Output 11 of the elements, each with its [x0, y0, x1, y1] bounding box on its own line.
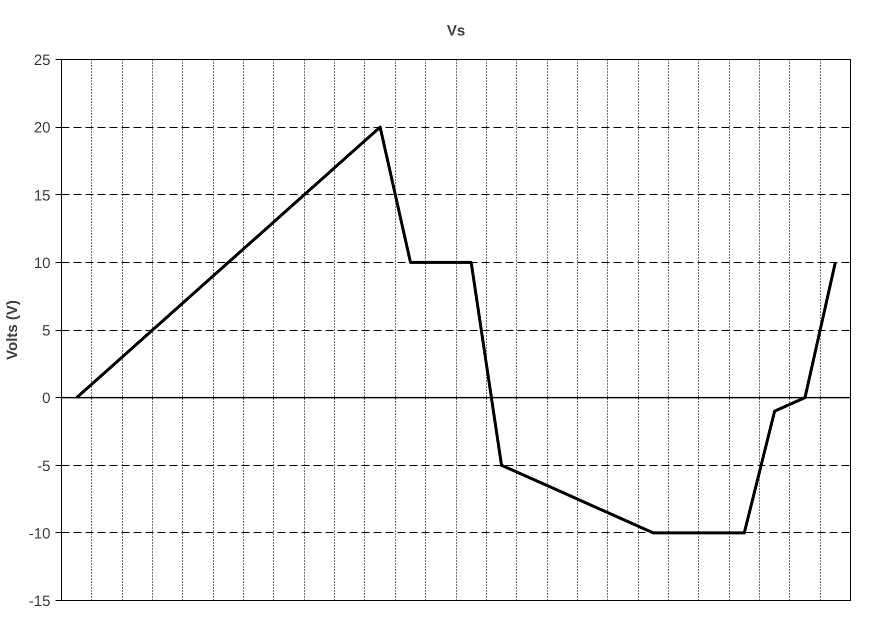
y-tick-label: -15: [28, 593, 51, 610]
y-tick-label: -5: [37, 458, 51, 475]
y-tick-label: -10: [28, 525, 51, 542]
y-axis-title: Volts (V): [4, 300, 21, 360]
y-tick-label: 0: [42, 390, 50, 408]
y-tick-label: 25: [34, 52, 51, 69]
chart-title: Vs: [446, 22, 466, 40]
y-tick-label: 20: [34, 120, 51, 137]
y-tick-label: 5: [42, 322, 50, 340]
y-tick-label: 15: [34, 187, 51, 204]
y-tick-label: 10: [34, 254, 51, 272]
